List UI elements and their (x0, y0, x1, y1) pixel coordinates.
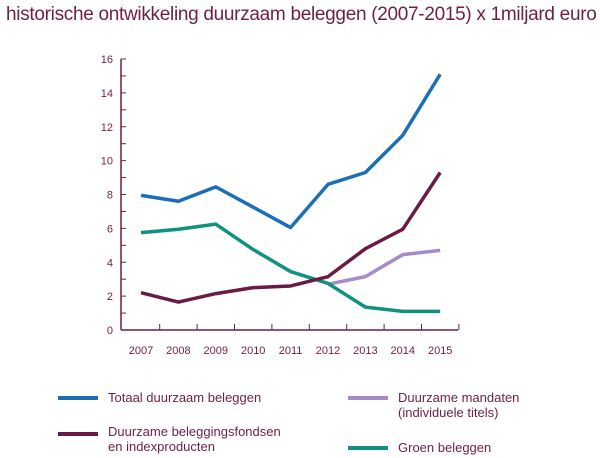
legend-fondsen-line2: en indexproducten (108, 439, 215, 454)
x-tick-label: 2009 (204, 345, 228, 357)
legend-swatch-mandaten (348, 396, 388, 400)
y-tick-label: 8 (107, 190, 113, 202)
y-tick-label: 12 (101, 122, 113, 134)
legend-mandaten: Duurzame mandaten (individuele titels) (398, 390, 519, 420)
series-line-0 (140, 73, 442, 230)
legend-fondsen: Duurzame beleggingsfondsen en indexprodu… (108, 424, 281, 454)
legend-mandaten-line1: Duurzame mandaten (398, 390, 520, 405)
x-tick-label: 2010 (241, 345, 265, 357)
legend-totaal: Totaal duurzaam beleggen (108, 390, 262, 405)
legend-mandaten-line2: (individuele titels) (398, 405, 499, 420)
x-tick-label: 2012 (316, 345, 340, 357)
y-tick-label: 6 (107, 223, 113, 235)
legend-swatch-groen (348, 446, 388, 450)
legend-groen: Groen beleggen (398, 440, 492, 455)
x-tick-label: 2015 (428, 345, 452, 357)
x-tick-label: 2008 (166, 345, 190, 357)
y-tick-label: 0 (107, 325, 113, 337)
legend-fondsen-line1: Duurzame beleggingsfondsen (108, 424, 281, 439)
chart-title: historische ontwikkeling duurzaam belegg… (6, 4, 597, 25)
y-tick-label: 2 (107, 291, 113, 303)
y-tick-label: 16 (101, 54, 113, 66)
y-tick-label: 4 (107, 257, 113, 269)
legend-swatch-fondsen (58, 432, 98, 436)
series-line-2 (327, 248, 441, 286)
y-tick-label: 10 (101, 156, 113, 168)
x-tick-label: 2013 (353, 345, 377, 357)
legend-swatch-totaal (58, 396, 98, 400)
y-tick-label: 14 (101, 88, 113, 100)
series-line-3 (140, 222, 441, 314)
series-line-1 (140, 171, 442, 304)
x-tick-label: 2014 (391, 345, 415, 357)
x-tick-label: 2011 (279, 345, 303, 357)
line-chart: 0 2 4 6 8 10 12 14 16 2007 2008 2009 2010 2011 2012 201… (101, 54, 460, 357)
x-tick-label: 2007 (129, 345, 153, 357)
